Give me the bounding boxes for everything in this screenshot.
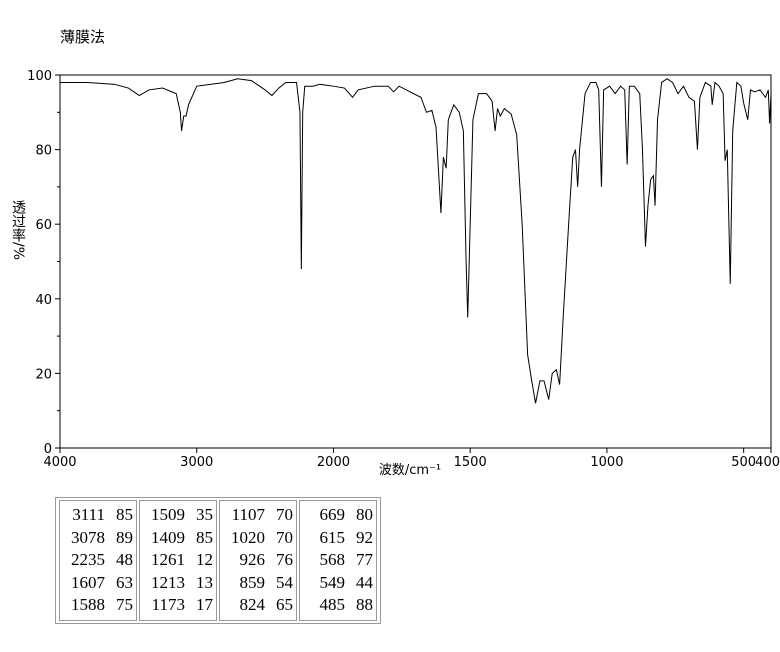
table-row: 1509 35 <box>143 504 213 527</box>
table-column: 669 80 615 92 568 77 549 44 485 88 <box>299 500 377 621</box>
wavenumber: 1213 <box>151 572 185 592</box>
transmittance: 88 <box>356 595 373 614</box>
table-row: 568 77 <box>303 549 374 572</box>
transmittance: 54 <box>276 572 293 592</box>
wavenumber: 926 <box>239 550 266 569</box>
x-tick-label: 4000 <box>43 455 76 470</box>
table-column: 1107 70 1020 70 926 76 859 54 824 65 <box>219 500 297 621</box>
transmittance: 85 <box>196 527 213 547</box>
transmittance: 89 <box>116 527 133 547</box>
y-tick-label: 20 <box>35 367 52 382</box>
table-row: 926 76 <box>223 549 294 572</box>
wavenumber: 3078 <box>71 527 105 547</box>
y-tick-label: 0 <box>44 442 52 457</box>
table-row: 1213 13 <box>143 572 213 595</box>
wavenumber: 1588 <box>71 595 105 614</box>
table-row: 669 80 <box>303 504 374 527</box>
transmittance: 17 <box>196 595 213 614</box>
x-tick-label: 500 <box>731 455 756 470</box>
y-tick-label: 100 <box>27 69 52 84</box>
y-tick-label: 40 <box>35 293 52 308</box>
x-axis-label: 波数/cm⁻¹ <box>379 463 441 478</box>
transmittance: 70 <box>276 527 293 547</box>
wavenumber: 1509 <box>151 505 185 524</box>
x-tick-label: 1500 <box>454 455 487 470</box>
table-row: 485 88 <box>303 594 374 617</box>
table-row: 549 44 <box>303 572 374 595</box>
table-row: 1020 70 <box>223 527 293 550</box>
wavenumber: 824 <box>239 595 266 614</box>
wavenumber: 669 <box>319 505 346 524</box>
wavenumber: 615 <box>319 527 346 547</box>
wavenumber: 2235 <box>71 550 105 569</box>
transmittance: 65 <box>276 595 293 614</box>
table-row: 1607 63 <box>63 572 133 595</box>
x-tick-label: 1000 <box>590 455 623 470</box>
transmittance: 76 <box>276 550 293 569</box>
transmittance: 63 <box>116 572 133 592</box>
table-row: 1261 12 <box>143 549 213 572</box>
wavenumber: 1409 <box>151 527 185 547</box>
wavenumber: 859 <box>239 572 266 592</box>
table-row: 859 54 <box>223 572 294 595</box>
plot-frame <box>59 74 772 449</box>
y-axis-label: 透过率/% <box>10 200 26 260</box>
table-row: 615 92 <box>303 527 374 550</box>
y-tick-label: 60 <box>35 218 52 233</box>
x-tick-label: 2000 <box>317 455 350 470</box>
table-row: 824 65 <box>223 594 294 617</box>
table-row: 1173 17 <box>143 594 213 617</box>
wavenumber: 549 <box>319 572 346 592</box>
wavenumber: 1107 <box>231 505 265 524</box>
wavenumber: 1020 <box>231 527 265 547</box>
transmittance: 92 <box>356 527 373 547</box>
chart: 薄膜法 波数/cm⁻¹ 透过率/% 0 20 40 60 80 100 4000 3000 20… <box>10 28 780 478</box>
transmittance: 44 <box>356 572 373 592</box>
chart-title: 薄膜法 <box>60 28 105 46</box>
table-row: 3111 85 <box>63 504 133 527</box>
wavenumber: 568 <box>319 550 346 569</box>
wavenumber: 485 <box>319 595 346 614</box>
table-row: 1588 75 <box>63 594 133 617</box>
transmittance: 35 <box>196 505 213 524</box>
transmittance: 80 <box>356 505 373 524</box>
transmittance: 48 <box>116 550 133 569</box>
y-tick-label: 80 <box>35 144 52 159</box>
table-row: 1107 70 <box>223 504 293 527</box>
spectrum-line <box>60 78 772 404</box>
wavenumber: 1261 <box>151 550 185 569</box>
x-tick-label: 400 <box>755 455 780 470</box>
wavenumber: 1607 <box>71 572 105 592</box>
transmittance: 75 <box>116 595 133 614</box>
transmittance: 77 <box>356 550 373 569</box>
table-row: 1409 85 <box>143 527 213 550</box>
table-column: 1509 35 1409 85 1261 12 1213 13 1173 17 <box>139 500 217 621</box>
table-row: 2235 48 <box>63 549 133 572</box>
table-column: 3111 85 3078 89 2235 48 1607 63 1588 75 <box>59 500 137 621</box>
wavenumber: 1173 <box>151 595 185 614</box>
transmittance: 70 <box>276 505 293 524</box>
x-tick-label: 3000 <box>180 455 213 470</box>
transmittance: 12 <box>196 550 213 569</box>
transmittance: 13 <box>196 572 213 592</box>
transmittance: 85 <box>116 505 133 524</box>
table-row: 3078 89 <box>63 527 133 550</box>
peak-table: 3111 85 3078 89 2235 48 1607 63 1588 75 1509 35 1409… <box>55 497 381 624</box>
wavenumber: 3111 <box>72 505 105 524</box>
